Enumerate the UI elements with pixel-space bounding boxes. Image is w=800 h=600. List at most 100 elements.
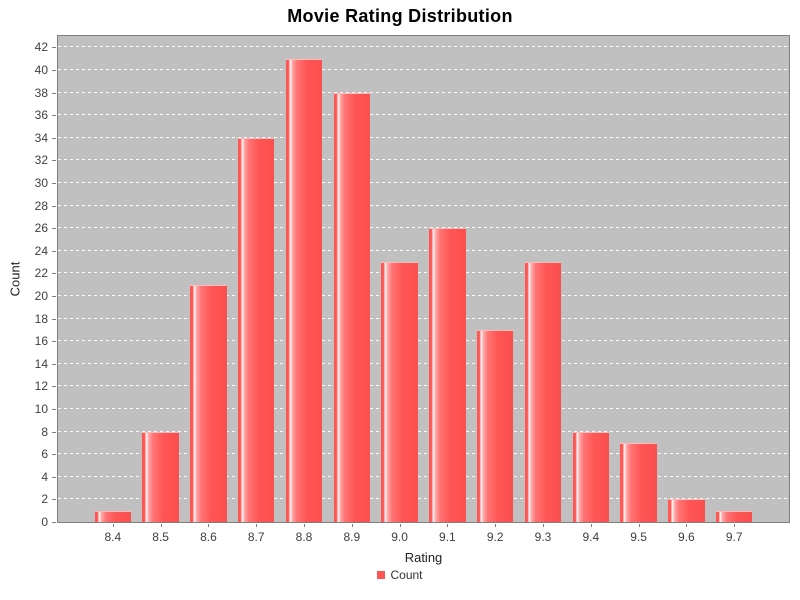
- x-tick-label: 8.7: [247, 530, 265, 544]
- y-tick-label: 16: [34, 334, 48, 349]
- y-tick-label: 26: [34, 221, 48, 236]
- bar-8.8: [285, 58, 323, 522]
- y-tick-label: 12: [34, 379, 48, 394]
- x-tick-label: 9.3: [534, 530, 552, 544]
- x-tick-mark: [590, 524, 592, 527]
- y-tick-label: 4: [41, 469, 48, 484]
- chart-title: Movie Rating Distribution: [287, 6, 513, 26]
- bar-9.3: [524, 262, 562, 522]
- bar-9.4: [572, 431, 610, 522]
- gridline-16: [58, 340, 789, 342]
- y-tick-label: 36: [34, 108, 48, 123]
- x-axis-label: Rating: [404, 550, 443, 565]
- y-tick-label: 24: [34, 243, 48, 258]
- bar-9.5: [620, 442, 657, 522]
- gridline-10: [58, 407, 789, 409]
- gridline-38: [58, 91, 789, 93]
- y-tick-label: 38: [34, 85, 48, 100]
- y-tick-mark: [52, 408, 56, 410]
- plot-area: [57, 35, 790, 523]
- x-tick-mark: [208, 524, 210, 527]
- gridline-2: [58, 498, 789, 500]
- bar-9.0: [381, 262, 418, 522]
- bar-9.1: [429, 228, 466, 522]
- gridline-26: [58, 227, 789, 229]
- x-tick-label: 8.8: [295, 530, 313, 544]
- y-tick-mark: [52, 47, 56, 49]
- y-tick-mark: [52, 341, 56, 343]
- x-tick-mark: [112, 524, 114, 527]
- y-tick-label: 0: [41, 515, 48, 529]
- x-tick-mark: [638, 524, 640, 527]
- y-tick-label: 32: [34, 153, 48, 168]
- legend-swatch-count: [377, 571, 386, 579]
- y-tick-mark: [52, 522, 56, 523]
- x-tick-label: 9.6: [678, 530, 695, 544]
- gridline-42: [58, 46, 789, 48]
- y-tick-label: 22: [34, 266, 48, 281]
- gridline-32: [58, 159, 789, 161]
- y-tick-label: 14: [34, 356, 48, 371]
- y-tick-mark: [52, 160, 56, 162]
- x-tick-label: 9.0: [391, 530, 408, 544]
- x-tick-label: 8.5: [152, 530, 169, 544]
- x-tick-label: 9.4: [582, 530, 600, 544]
- y-tick-mark: [52, 92, 56, 94]
- bar-8.4: [94, 510, 132, 522]
- y-tick-mark: [52, 363, 56, 365]
- gridline-12: [58, 385, 789, 387]
- y-tick-mark: [52, 69, 56, 71]
- gridline-34: [58, 136, 789, 138]
- x-tick-label: 9.5: [630, 530, 647, 544]
- y-tick-label: 2: [41, 492, 48, 507]
- x-tick-mark: [256, 524, 258, 527]
- bar-8.6: [190, 284, 227, 522]
- y-tick-label: 30: [34, 175, 48, 190]
- y-tick-mark: [52, 205, 56, 207]
- bar-8.5: [142, 431, 179, 522]
- x-tick-mark: [304, 524, 305, 527]
- gridline-22: [58, 272, 789, 274]
- y-tick-label: 10: [34, 401, 48, 416]
- x-tick-mark: [160, 524, 162, 527]
- y-tick-mark: [52, 454, 56, 456]
- gridline-14: [58, 362, 789, 364]
- y-tick-mark: [52, 250, 56, 252]
- y-tick-label: 20: [34, 288, 48, 303]
- x-tick-label: 8.9: [343, 530, 361, 544]
- y-tick-label: 18: [34, 311, 48, 326]
- x-tick-mark: [686, 524, 688, 527]
- y-tick-mark: [52, 318, 56, 320]
- bar-9.2: [476, 329, 514, 522]
- y-tick-label: 34: [34, 130, 48, 145]
- x-tick-mark: [447, 524, 449, 527]
- y-tick-mark: [52, 115, 56, 117]
- y-tick-mark: [52, 476, 56, 478]
- x-tick-label: 9.2: [486, 530, 504, 544]
- gridline-36: [58, 114, 789, 116]
- y-tick-label: 8: [41, 424, 48, 439]
- gridline-18: [58, 317, 789, 319]
- gridline-24: [58, 249, 789, 251]
- y-tick-label: 42: [34, 40, 48, 55]
- legend-label: Count: [390, 568, 423, 582]
- x-tick-label: 9.1: [439, 530, 456, 544]
- x-tick-mark: [399, 524, 401, 527]
- x-tick-mark: [734, 524, 736, 527]
- y-tick-label: 6: [41, 447, 48, 462]
- y-tick-mark: [52, 228, 56, 230]
- gridline-30: [58, 181, 789, 183]
- gridline-40: [58, 68, 789, 70]
- y-tick-label: 28: [34, 198, 48, 213]
- y-tick-mark: [52, 182, 56, 184]
- x-tick-mark: [351, 524, 353, 527]
- x-tick-mark: [495, 524, 497, 527]
- x-tick-mark: [542, 524, 544, 527]
- y-tick-mark: [52, 295, 56, 297]
- y-tick-mark: [52, 499, 56, 501]
- y-tick-mark: [52, 273, 56, 275]
- gridline-20: [58, 294, 789, 296]
- y-tick-mark: [52, 137, 56, 139]
- x-tick-label: 8.6: [200, 530, 217, 544]
